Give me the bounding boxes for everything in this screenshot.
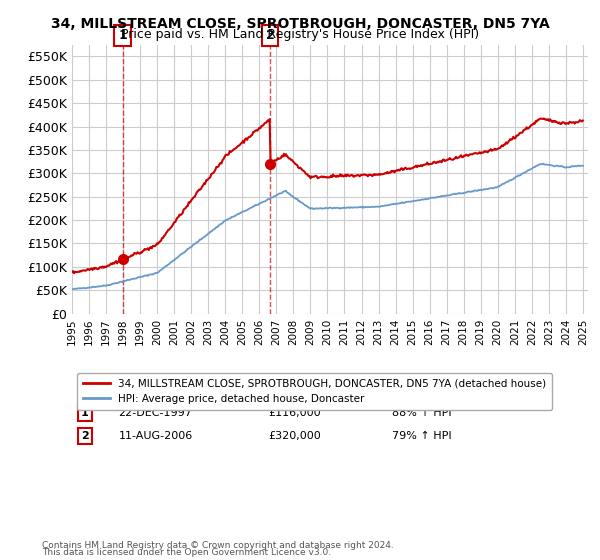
Text: 34, MILLSTREAM CLOSE, SPROTBROUGH, DONCASTER, DN5 7YA: 34, MILLSTREAM CLOSE, SPROTBROUGH, DONCA…	[50, 17, 550, 31]
Text: 1: 1	[81, 408, 89, 418]
Text: 11-AUG-2006: 11-AUG-2006	[118, 431, 193, 441]
Text: Price paid vs. HM Land Registry's House Price Index (HPI): Price paid vs. HM Land Registry's House …	[121, 28, 479, 41]
Text: £320,000: £320,000	[268, 431, 321, 441]
Text: 2: 2	[266, 29, 274, 42]
Text: This data is licensed under the Open Government Licence v3.0.: This data is licensed under the Open Gov…	[42, 548, 331, 557]
Text: 79% ↑ HPI: 79% ↑ HPI	[392, 431, 452, 441]
Text: 2: 2	[81, 431, 89, 441]
Legend: 34, MILLSTREAM CLOSE, SPROTBROUGH, DONCASTER, DN5 7YA (detached house), HPI: Ave: 34, MILLSTREAM CLOSE, SPROTBROUGH, DONCA…	[77, 372, 552, 410]
Text: 22-DEC-1997: 22-DEC-1997	[118, 408, 193, 418]
Text: Contains HM Land Registry data © Crown copyright and database right 2024.: Contains HM Land Registry data © Crown c…	[42, 541, 394, 550]
Text: £116,000: £116,000	[268, 408, 321, 418]
Text: 88% ↑ HPI: 88% ↑ HPI	[392, 408, 452, 418]
Text: 1: 1	[118, 29, 127, 42]
